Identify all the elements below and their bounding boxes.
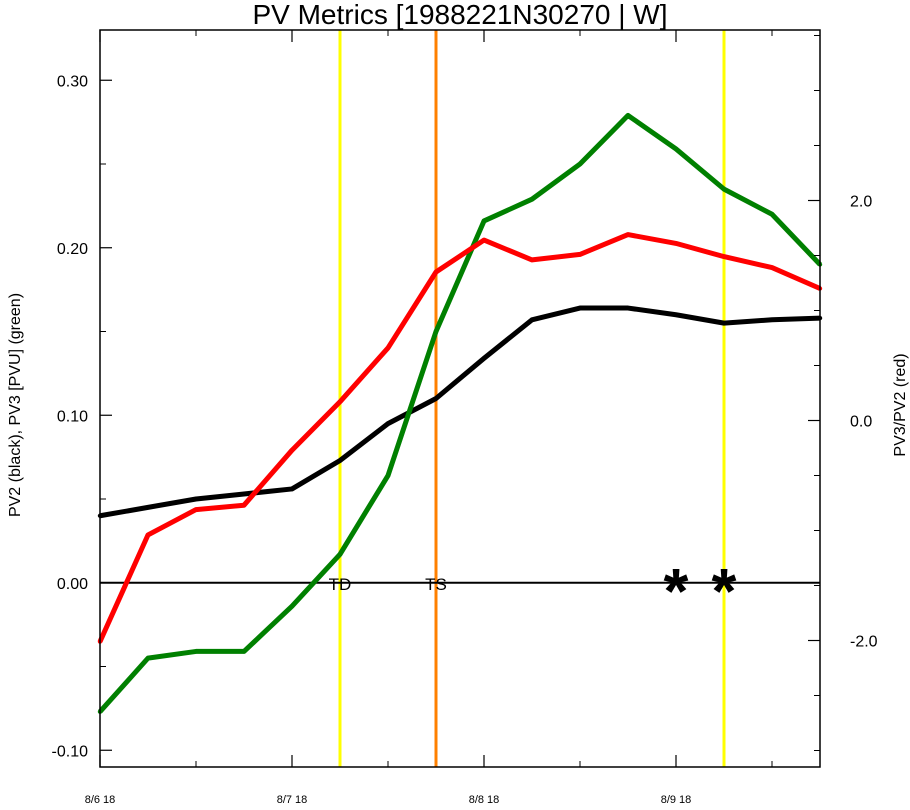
series-2-point	[145, 655, 151, 661]
data-series	[97, 112, 823, 714]
series-1-point	[769, 317, 775, 322]
asterisk-marker-2: *	[712, 555, 737, 627]
series-1-point	[433, 396, 439, 401]
y-left-tick-label: 0.20	[57, 241, 88, 258]
vline-label-td: TD	[329, 575, 352, 594]
series-2-point	[721, 186, 727, 192]
series-3-point	[529, 257, 535, 263]
series-2-point	[625, 113, 631, 118]
series-3-point	[433, 269, 439, 275]
vline-label-ts: TS	[425, 575, 447, 594]
series-1-point	[241, 491, 247, 497]
series-3-point	[241, 503, 247, 508]
series-2-point	[289, 604, 295, 609]
series-2-point	[385, 473, 391, 478]
series-2-point	[529, 196, 535, 202]
y-axis-label-left: PV2 (black), PV3 [PVU] (green)	[7, 293, 24, 517]
series-3-point	[289, 448, 295, 453]
series-3-point	[481, 237, 487, 243]
y-left-tick-label: 0.10	[57, 408, 88, 425]
series-1-point	[625, 305, 631, 311]
series-2-point	[433, 329, 439, 334]
x-tick-label: 8/9 18	[661, 794, 692, 805]
series-3-point	[385, 345, 391, 351]
series-3-point	[577, 252, 583, 257]
x-tick-label: 8/8 18	[469, 794, 500, 805]
series-1-point	[337, 458, 343, 463]
series-3-point	[769, 265, 775, 270]
series-line-1	[99, 305, 821, 519]
series-3-point	[721, 254, 727, 259]
series-3-point	[193, 507, 199, 512]
series-2-point	[481, 218, 487, 224]
series-2-point	[673, 146, 679, 152]
annotation-labels: TD TS * *	[329, 555, 737, 627]
series-1-point	[529, 317, 535, 322]
series-1-point	[193, 496, 199, 502]
y-right-tick-label: 0.0	[850, 414, 872, 431]
series-line-2	[98, 112, 822, 714]
y-left-tick-label: 0.30	[57, 73, 88, 90]
plot-frame	[99, 29, 821, 768]
y-left-tick-label: -0.10	[52, 743, 89, 760]
series-1-point	[481, 356, 487, 361]
series-1-point	[577, 305, 583, 311]
series-3-point	[337, 399, 343, 404]
series-3-point	[145, 532, 151, 538]
y-axis-label-right: PV3/PV2 (red)	[892, 353, 909, 456]
series-1-point	[721, 320, 727, 326]
series-1-point	[673, 312, 679, 317]
series-1-point	[385, 421, 391, 426]
axes: -0.10 0.00 0.10 0.20 0.30 -2.0 0.0 2.0 8/6 18 8/7…	[52, 29, 878, 806]
asterisk-marker-1: *	[664, 555, 689, 627]
series-2-point	[337, 552, 343, 557]
y-right-tick-label: -2.0	[850, 634, 878, 651]
series-line-3	[97, 232, 821, 643]
x-tick-label: 8/7 18	[277, 794, 308, 805]
series-3-point	[625, 232, 631, 237]
series-2-point	[769, 212, 775, 217]
x-tick-label: 8/6 18	[85, 794, 116, 805]
y-left-tick-label: 0.00	[57, 576, 88, 593]
chart-title: PV Metrics [1988221N30270 | W]	[252, 0, 667, 30]
series-2-point	[241, 649, 247, 654]
series-2-point	[577, 161, 583, 167]
series-3-point	[673, 241, 679, 246]
series-1-point	[145, 505, 151, 510]
series-1-point	[289, 486, 295, 492]
series-2-point	[193, 649, 199, 654]
y-right-tick-label: 2.0	[850, 194, 872, 211]
